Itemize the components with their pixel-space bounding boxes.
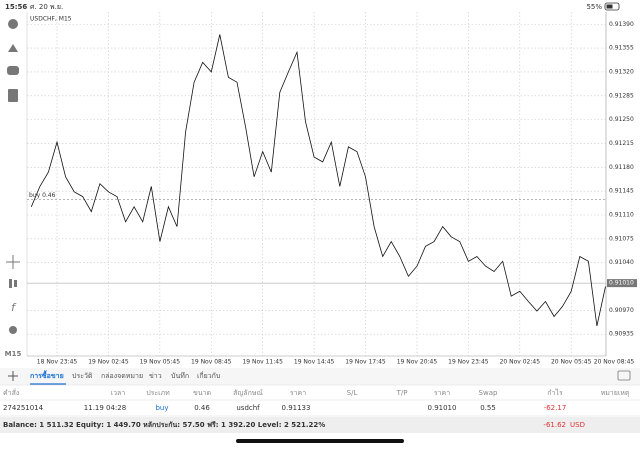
y-tick-label: 0.91040 [609, 259, 634, 266]
x-tick-label: 19 Nov 11:45 [242, 359, 283, 366]
chat-icon[interactable] [7, 66, 19, 75]
column-header: ประเภท [146, 389, 170, 397]
new-icon[interactable] [8, 89, 18, 102]
x-tick-label: 19 Nov 20:45 [397, 359, 438, 366]
price-tag-label: 0.91010 [609, 280, 634, 287]
tab[interactable]: ประวัติ [72, 372, 93, 380]
tab-bar [0, 368, 640, 385]
column-header: Swap [479, 389, 498, 397]
indicator-icon[interactable]: f [11, 301, 17, 314]
left-toolbar: f [6, 19, 20, 334]
status-date: ศ. 20 พ.ย. [30, 3, 63, 11]
x-tick-label: 19 Nov 05:45 [140, 359, 181, 366]
price-tag [607, 279, 637, 288]
x-tick-label: 20 Nov 02:45 [500, 359, 541, 366]
table-cell[interactable]: 0.46 [194, 404, 210, 412]
chart-title: USDCHF, M15 [30, 16, 72, 23]
column-header: ราคา [434, 389, 450, 397]
x-tick-label: 19 Nov 23:45 [448, 359, 489, 366]
x-tick-label: 19 Nov 17:45 [345, 359, 386, 366]
y-tick-label: 0.91285 [609, 92, 634, 99]
battery-icon [604, 2, 620, 11]
column-header: คำสั่ง [3, 388, 19, 397]
balance-text: Balance: 1 511.32 Equity: 1 449.70 หลักป… [3, 421, 325, 429]
y-tick-label: 0.90970 [609, 307, 634, 314]
timeframe-button[interactable]: M15 [5, 350, 22, 358]
y-tick-label: 0.91320 [609, 68, 634, 75]
table-cell[interactable]: -62.17 [544, 404, 567, 412]
y-tick-label: 0.91110 [609, 211, 634, 218]
y-tick-label: 0.91355 [609, 45, 634, 52]
y-tick-label: 0.90935 [609, 331, 634, 338]
x-tick-label: 20 Nov 08:45 [594, 359, 635, 366]
position-label: buy 0.46 [29, 192, 56, 199]
column-header: หมายเหตุ [601, 389, 630, 397]
y-tick-label: 0.91250 [609, 116, 634, 123]
table-cell[interactable]: 274251014 [3, 404, 44, 412]
x-tick-label: 19 Nov 14:45 [294, 359, 335, 366]
objects-icon[interactable] [9, 326, 17, 334]
account-icon[interactable] [8, 19, 18, 29]
column-header: สัญลักษณ์ [233, 389, 263, 397]
table-cell[interactable]: buy [155, 404, 168, 412]
y-tick-label: 0.91390 [609, 21, 634, 28]
x-tick-label: 20 Nov 05:45 [551, 359, 592, 366]
candle-icon[interactable] [9, 279, 12, 288]
column-header: ขนาด [193, 389, 211, 397]
column-header: S/L [347, 389, 358, 397]
plot [27, 12, 606, 356]
footer-bar [0, 417, 640, 433]
add-button[interactable] [8, 371, 18, 381]
y-tick-label: 0.91145 [609, 188, 634, 195]
column-header: ราคา [290, 389, 306, 397]
layout-icon[interactable] [617, 370, 631, 381]
column-header: เวลา [111, 389, 126, 397]
home-indicator [236, 439, 404, 443]
x-tick-label: 19 Nov 02:45 [88, 359, 129, 366]
candle-icon[interactable] [14, 280, 17, 287]
battery-level [606, 4, 613, 9]
y-tick-label: 0.91215 [609, 140, 634, 147]
x-tick-label: 18 Nov 23:45 [37, 359, 78, 366]
status-time: 15:56 [5, 3, 27, 11]
table-cell[interactable]: 0.91010 [428, 404, 457, 412]
column-header: T/P [396, 389, 408, 397]
column-header: กำไร [547, 388, 563, 397]
battery-text: 55% [586, 3, 602, 11]
currency: USD [570, 421, 585, 429]
total-profit: -61.62 [543, 421, 566, 429]
table-cell[interactable]: usdchf [236, 404, 260, 412]
tab[interactable]: กล่องจดหมาย [101, 372, 143, 380]
tab[interactable]: การซื้อขาย [30, 369, 64, 380]
tab[interactable]: ข่าว [149, 372, 162, 380]
crosshair-icon[interactable] [6, 255, 20, 269]
trade-icon[interactable] [8, 44, 18, 52]
table-cell[interactable]: 11.19 04:28 [84, 404, 126, 412]
y-tick-label: 0.91075 [609, 235, 634, 242]
x-tick-label: 19 Nov 08:45 [191, 359, 232, 366]
tab[interactable]: เกี่ยวกับ [197, 371, 220, 380]
y-tick-label: 0.91180 [609, 164, 634, 171]
table-cell[interactable]: 0.55 [480, 404, 496, 412]
price-line-series [30, 34, 606, 327]
tab[interactable]: บันทึก [171, 371, 189, 380]
table-cell[interactable]: 0.91133 [282, 404, 311, 412]
